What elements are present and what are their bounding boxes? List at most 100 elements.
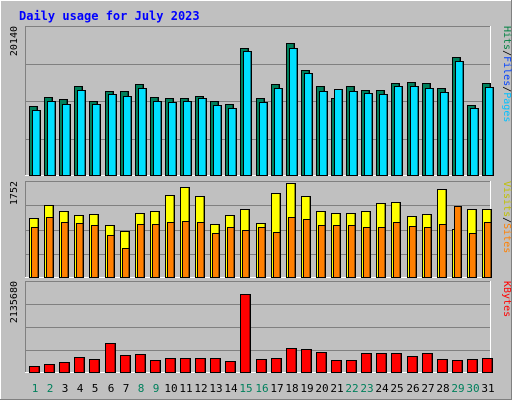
bar-pages-day-4 xyxy=(77,90,86,176)
bar-sites-day-15 xyxy=(242,230,250,278)
bar-pages-day-10 xyxy=(168,102,177,176)
bar-shade xyxy=(143,225,144,277)
legend-separator: / xyxy=(501,86,512,92)
bar-kbytes-day-4 xyxy=(74,357,85,373)
bar-sites-day-5 xyxy=(91,225,99,278)
legend-entry: Files xyxy=(501,56,512,86)
bar-kbytes-day-16 xyxy=(256,359,267,373)
x-tick-label-day-13: 13 xyxy=(209,382,222,395)
bar-pages-day-27 xyxy=(425,88,434,176)
bar-shade xyxy=(296,49,297,175)
bar-shade xyxy=(235,109,236,175)
bar-kbytes-day-3 xyxy=(59,362,70,373)
bar-shade xyxy=(401,87,402,175)
bar-pages-day-31 xyxy=(485,87,494,176)
bar-shade xyxy=(248,231,249,277)
x-tick-label-day-15: 15 xyxy=(239,382,252,395)
bar-shade xyxy=(173,223,174,277)
bar-shade xyxy=(39,111,40,175)
legend-separator: / xyxy=(501,217,512,223)
bar-shade xyxy=(386,95,387,175)
bar-kbytes-day-9 xyxy=(150,360,161,373)
bar-sites-day-7 xyxy=(122,248,130,278)
bar-sites-day-25 xyxy=(393,222,401,278)
bar-shade xyxy=(356,92,357,175)
bar-shade xyxy=(37,228,38,277)
bar-shade xyxy=(415,227,416,277)
legend-entry: Visits xyxy=(501,181,512,217)
x-tick-label-day-30: 30 xyxy=(466,382,479,395)
bar-shade xyxy=(431,354,432,372)
bar-shade xyxy=(370,354,371,372)
bar-sites-day-20 xyxy=(318,225,326,278)
bar-sites-day-14 xyxy=(227,227,235,278)
series-kbytes xyxy=(29,294,493,373)
bar-shade xyxy=(129,356,130,372)
bar-shade xyxy=(492,88,493,175)
bar-kbytes-day-11 xyxy=(180,358,191,373)
bar-sites-day-16 xyxy=(258,227,266,278)
bar-sites-day-26 xyxy=(409,226,417,278)
bar-kbytes-day-6 xyxy=(105,343,116,373)
panel-pages-files-hits: 20140 Hits/Files/Pages xyxy=(9,26,512,176)
bar-kbytes-day-7 xyxy=(120,355,131,373)
bar-shade xyxy=(266,103,267,175)
series-pages xyxy=(32,48,494,176)
bar-shade xyxy=(280,359,281,372)
bar-pages-day-20 xyxy=(319,91,328,176)
x-tick-label-day-22: 22 xyxy=(345,382,358,395)
bar-shade xyxy=(432,89,433,175)
bar-sites-day-3 xyxy=(61,222,69,278)
x-tick-label-day-1: 1 xyxy=(32,382,39,395)
bar-pages-day-3 xyxy=(62,104,71,176)
bar-shade xyxy=(416,357,417,372)
x-tick-label-day-11: 11 xyxy=(179,382,192,395)
bar-shade xyxy=(490,223,491,277)
bar-kbytes-day-24 xyxy=(376,353,387,373)
x-tick-label-day-21: 21 xyxy=(330,382,343,395)
bar-shade xyxy=(130,97,131,175)
bar-shade xyxy=(53,365,54,372)
bar-shade xyxy=(190,102,191,175)
bar-shade xyxy=(295,349,296,372)
bar-sites-day-28 xyxy=(439,224,447,278)
x-tick-label-day-26: 26 xyxy=(406,382,419,395)
bar-pages-day-7 xyxy=(123,96,132,176)
bar-kbytes-day-19 xyxy=(301,349,312,373)
bar-shade xyxy=(311,74,312,175)
bar-shade xyxy=(475,234,476,277)
bar-shade xyxy=(115,95,116,175)
bar-kbytes-day-14 xyxy=(225,361,236,373)
bar-shade xyxy=(491,359,492,372)
chart-title: Daily usage for July 2023 xyxy=(19,9,200,23)
bar-shade xyxy=(249,295,250,372)
legend-kbytes: KBytes xyxy=(501,281,512,317)
bar-shade xyxy=(264,228,265,277)
bar-kbytes-day-18 xyxy=(286,348,297,373)
bar-kbytes-day-29 xyxy=(452,360,463,373)
bar-pages-day-5 xyxy=(92,104,101,176)
bar-pages-day-21 xyxy=(334,89,343,176)
bar-shade xyxy=(446,360,447,372)
bar-pages-day-12 xyxy=(198,98,207,176)
bar-kbytes-day-22 xyxy=(346,360,357,373)
bar-shade xyxy=(175,103,176,175)
bar-shade xyxy=(476,360,477,372)
bar-pages-day-24 xyxy=(379,94,388,176)
bar-pages-day-9 xyxy=(153,101,162,176)
bar-shade xyxy=(371,94,372,175)
bar-shade xyxy=(220,106,221,175)
x-tick-label-day-9: 9 xyxy=(153,382,160,395)
legend-entry: Hits xyxy=(501,26,512,50)
bar-kbytes-day-1 xyxy=(29,366,40,373)
bar-sites-day-11 xyxy=(182,221,190,278)
bar-shade xyxy=(99,105,100,175)
bar-shade xyxy=(281,89,282,175)
x-tick-label-day-4: 4 xyxy=(77,382,84,395)
panel-sites-visits: 1752 Visits/Sites xyxy=(9,181,512,278)
bar-pages-day-15 xyxy=(243,51,252,176)
bar-sites-day-4 xyxy=(76,223,84,278)
bar-kbytes-day-10 xyxy=(165,358,176,373)
bar-shade xyxy=(97,226,98,277)
bar-pages-day-8 xyxy=(138,88,147,176)
